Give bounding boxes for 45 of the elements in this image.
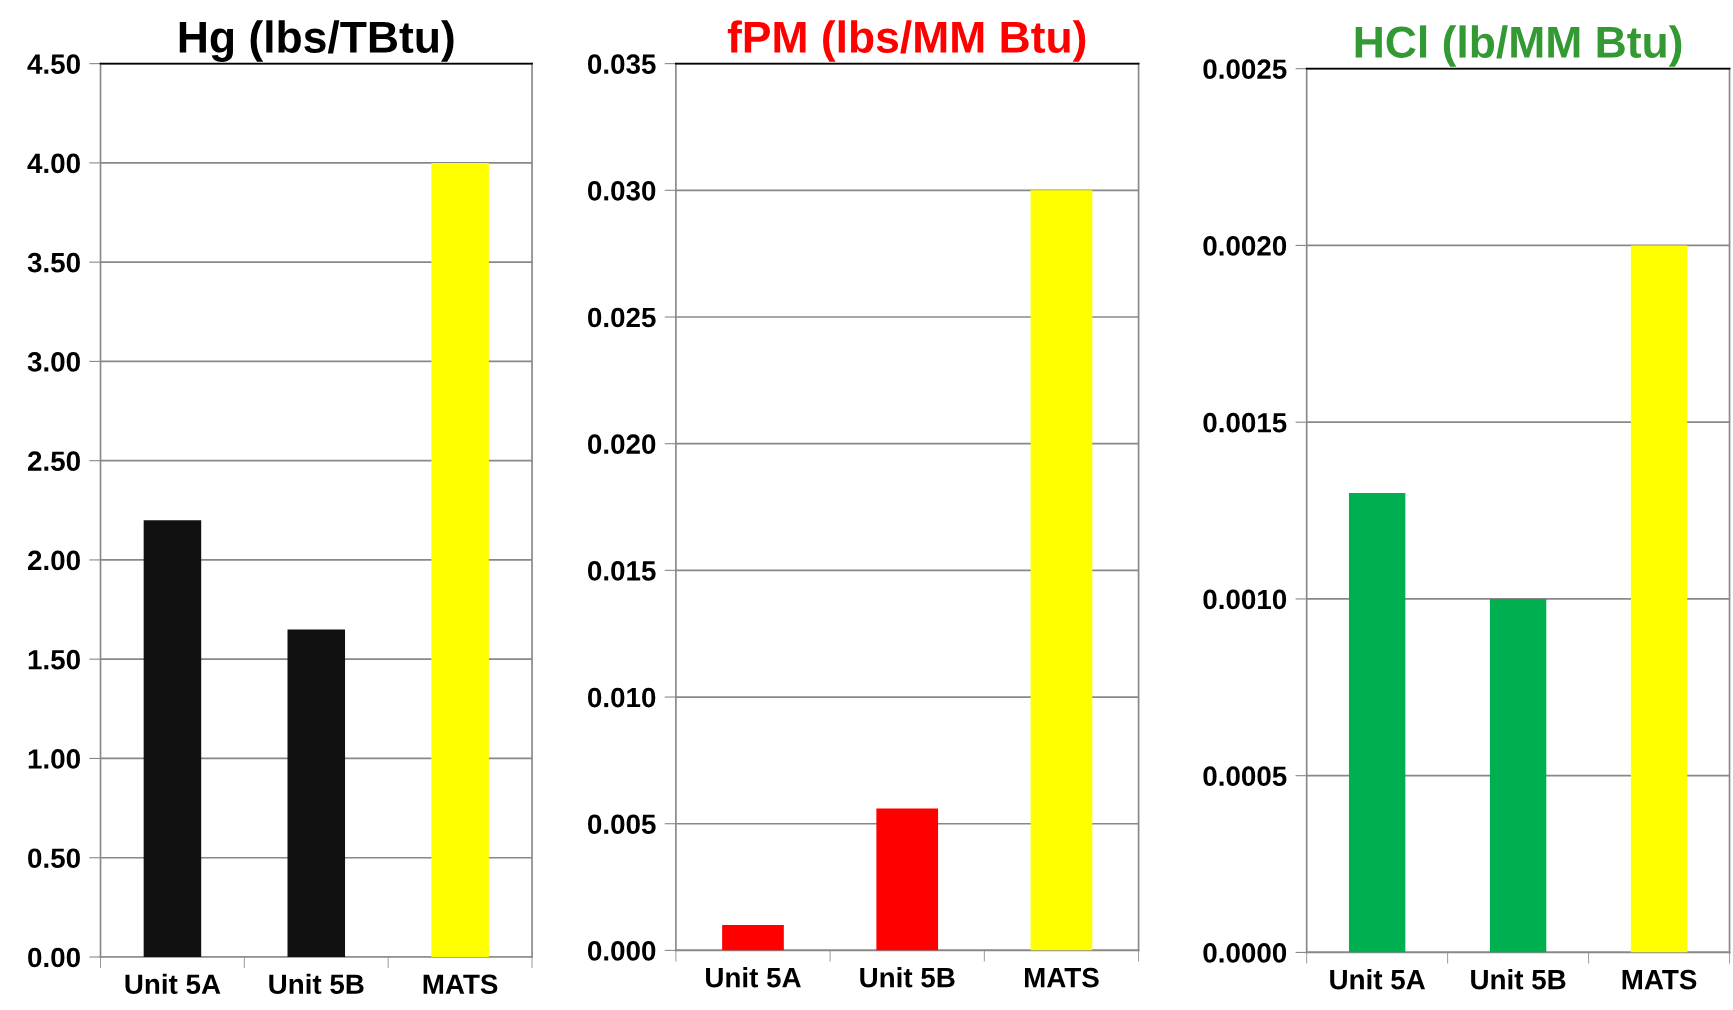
- y-tick-label: 3.50: [27, 252, 80, 273]
- y-tick-label: 0.0010: [1203, 589, 1287, 610]
- y-tick-label: 0.035: [588, 54, 656, 75]
- y-tick-label: 0.0025: [1203, 59, 1287, 80]
- chart-title: Hg (lbs/TBtu): [179, 20, 454, 62]
- x-tick-label: Unit 5A: [1330, 969, 1426, 990]
- bar: [1630, 245, 1688, 953]
- bar: [143, 520, 202, 957]
- x-tick-label: Unit 5B: [269, 973, 364, 995]
- x-tick-label: MATS: [1025, 967, 1099, 988]
- y-tick-label: 1.00: [28, 749, 80, 769]
- y-tick-label: 0.0000: [1203, 943, 1287, 963]
- bar: [1348, 492, 1406, 953]
- y-tick-label: 0.50: [28, 848, 80, 869]
- y-tick-label: 3.00: [27, 352, 80, 372]
- bar: [1489, 598, 1547, 953]
- y-tick-label: 0.0005: [1203, 766, 1287, 787]
- x-tick-label: MATS: [423, 974, 498, 995]
- bar: [876, 808, 939, 951]
- x-tick-label: MATS: [1622, 969, 1697, 990]
- y-tick-label: 0.000: [588, 941, 656, 961]
- bar: [722, 925, 784, 951]
- x-tick-label: Unit 5B: [860, 967, 955, 988]
- y-tick-label: 0.020: [588, 434, 656, 455]
- x-tick-label: Unit 5A: [125, 973, 221, 995]
- y-tick-label: 4.50: [27, 54, 80, 74]
- y-tick-label: 2.00: [27, 550, 80, 571]
- bar: [431, 162, 489, 957]
- y-tick-label: 0.0015: [1203, 412, 1287, 433]
- y-tick-label: 0.010: [588, 687, 656, 708]
- y-tick-label: 0.030: [588, 180, 656, 201]
- chart-title: fPM (lbs/MM Btu): [727, 20, 1086, 62]
- bar: [287, 629, 346, 957]
- y-tick-label: 0.00: [28, 947, 80, 968]
- y-tick-label: 2.50: [27, 451, 80, 472]
- y-tick-label: 0.0020: [1203, 236, 1287, 256]
- x-tick-label: Unit 5A: [706, 967, 801, 988]
- y-tick-label: 0.005: [588, 814, 656, 835]
- bar: [1030, 190, 1093, 951]
- y-tick-label: 4.00: [27, 153, 80, 174]
- y-tick-label: 1.50: [28, 649, 80, 670]
- x-tick-label: Unit 5B: [1471, 969, 1566, 990]
- y-tick-label: 0.025: [588, 307, 656, 328]
- chart-title: HCl (lb/MM Btu): [1355, 25, 1682, 67]
- y-tick-label: 0.015: [588, 561, 656, 581]
